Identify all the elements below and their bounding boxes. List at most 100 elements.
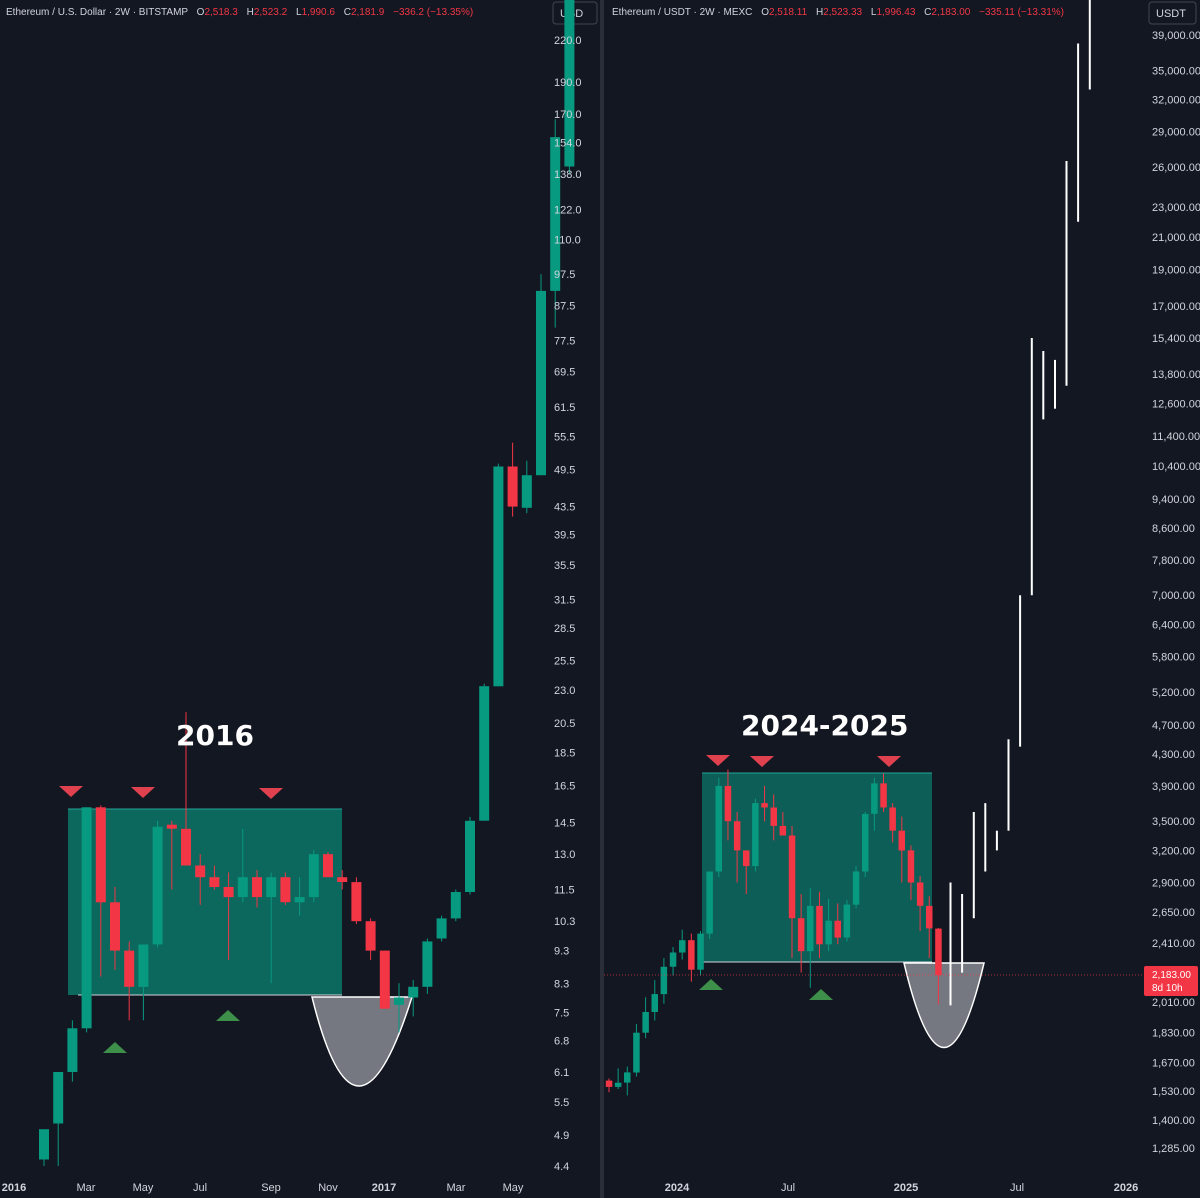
left-candle-body	[166, 824, 177, 829]
left-candle	[67, 1020, 78, 1082]
left-candle	[138, 944, 149, 1021]
left-time-tick: May	[133, 1182, 154, 1194]
left-price-axis[interactable]: 220.0 190.0 170.0 154.0 138.0 122.0 110.0 97.5 8…	[554, 35, 582, 1173]
left-price-tick: 7.5	[554, 1008, 569, 1020]
right-candle-body	[706, 871, 713, 934]
right-candle	[852, 866, 860, 909]
left-candle-body	[422, 941, 433, 987]
right-candle-body	[660, 966, 668, 995]
right-candle-body	[807, 905, 814, 952]
right-candle-body	[871, 783, 878, 814]
right-top-marker[interactable]	[706, 755, 730, 766]
left-bottom-marker[interactable]	[103, 1042, 127, 1053]
left-candle-body	[379, 950, 390, 1009]
right-candle-body	[679, 940, 686, 953]
left-time-tick: Mar	[447, 1182, 466, 1194]
left-price-tick: 6.8	[554, 1036, 569, 1048]
left-candle	[124, 941, 135, 1021]
left-cup-shape[interactable]	[311, 996, 414, 1087]
right-candle	[743, 850, 750, 894]
left-candle	[408, 979, 419, 1017]
right-price-tick: 17,000.00	[1152, 301, 1200, 313]
right-candle-body	[669, 952, 677, 967]
right-candle	[614, 1068, 622, 1089]
right-price-tick: 6,400.00	[1152, 619, 1195, 631]
right-candles	[605, 769, 942, 1096]
left-candle	[394, 983, 404, 1033]
left-top-marker[interactable]	[59, 786, 83, 797]
right-price-tick: 1,400.00	[1152, 1115, 1195, 1127]
right-price-tick: 8,600.00	[1152, 523, 1195, 535]
right-panel-background	[604, 0, 1200, 1198]
left-top-marker[interactable]	[259, 788, 283, 799]
right-candle	[679, 929, 686, 960]
left-candle	[479, 683, 490, 821]
left-price-tick: 16.5	[554, 781, 575, 793]
left-candle-body	[152, 826, 163, 945]
left-price-tick: 8.3	[554, 978, 569, 990]
left-open-value: 2,518.3	[204, 7, 238, 18]
left-candle-body	[308, 854, 319, 898]
right-candle	[834, 903, 841, 945]
left-time-axis[interactable]: 2016 Mar May Jul Sep Nov 2017 Mar May	[2, 1182, 524, 1194]
left-candle-body	[95, 807, 106, 903]
right-candle-body	[898, 830, 905, 851]
right-candle-body	[843, 904, 851, 938]
left-candle	[465, 816, 475, 895]
right-candle-body	[852, 871, 860, 905]
left-price-tick: 11.5	[554, 885, 575, 897]
right-time-axis[interactable]: 2024 Jul 2025 Jul 2026	[665, 1182, 1138, 1194]
right-bottom-marker[interactable]	[699, 979, 723, 990]
right-price-axis[interactable]: 39,000.00 35,000.00 32,000.00 29,000.00 26,0…	[1152, 30, 1200, 1155]
right-price-tick: 7,800.00	[1152, 555, 1195, 567]
left-price-tick: 35.5	[554, 560, 575, 572]
right-price-tick: 2,410.00	[1152, 938, 1195, 950]
left-candle	[493, 463, 504, 687]
right-bottom-marker[interactable]	[809, 989, 833, 1000]
left-candle-body	[465, 820, 475, 892]
right-price-tick: 29,000.00	[1152, 127, 1200, 139]
right-candle	[770, 794, 777, 841]
left-time-tick: 2016	[2, 1182, 26, 1194]
panel-divider[interactable]	[600, 0, 604, 1198]
right-price-tick: 32,000.00	[1152, 95, 1200, 107]
left-candle	[166, 820, 177, 890]
left-price-tick: 6.1	[554, 1067, 569, 1079]
right-markers	[699, 755, 901, 1000]
left-bottom-marker[interactable]	[216, 1010, 240, 1021]
left-price-tick: 190.0	[554, 77, 582, 89]
left-top-marker[interactable]	[131, 787, 155, 798]
right-candle-body	[788, 835, 796, 919]
right-cup-shape[interactable]	[903, 962, 985, 1048]
left-price-tick: 220.0	[554, 35, 582, 47]
left-candle	[564, 0, 575, 175]
left-candle-body	[536, 290, 546, 476]
right-time-tick: 2024	[665, 1182, 690, 1194]
right-price-tick: 1,530.00	[1152, 1086, 1195, 1098]
right-top-marker[interactable]	[750, 756, 774, 767]
left-currency-badge[interactable]	[552, 1, 598, 25]
right-candle	[816, 891, 823, 959]
left-markers	[59, 786, 283, 1053]
right-candle	[916, 875, 924, 931]
right-candle	[752, 798, 759, 872]
right-currency-badge[interactable]	[1148, 1, 1197, 25]
left-candles	[39, 0, 575, 1166]
right-price-tick: 1,670.00	[1152, 1058, 1195, 1070]
right-candle-body	[651, 994, 658, 1012]
left-candle-body	[195, 865, 206, 878]
right-candle	[660, 958, 668, 1004]
right-candle	[624, 1066, 631, 1096]
left-price-tick: 154.0	[554, 138, 582, 150]
right-price-tick: 5,800.00	[1152, 652, 1195, 664]
left-annotation-2016: 2016	[176, 719, 254, 752]
right-price-tick: 23,000.00	[1152, 202, 1200, 214]
left-time-tick: Jul	[193, 1182, 207, 1194]
left-time-tick: 2017	[372, 1182, 396, 1194]
right-candle	[889, 803, 896, 843]
left-price-tick: 9.3	[554, 946, 569, 958]
left-candle-body	[394, 997, 404, 1005]
left-candle-body	[280, 877, 291, 903]
right-top-marker[interactable]	[877, 756, 901, 767]
right-candle	[733, 812, 741, 883]
